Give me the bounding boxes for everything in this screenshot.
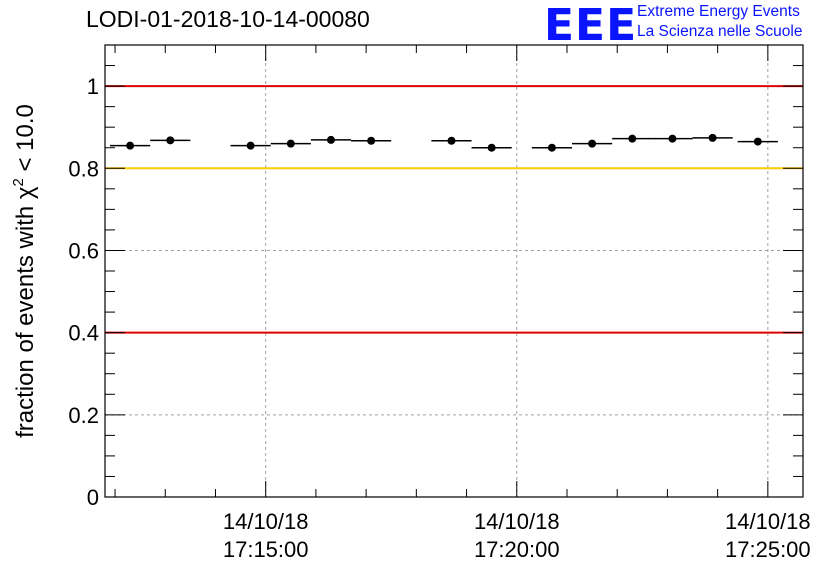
data-point — [668, 134, 677, 143]
data-point — [487, 143, 496, 152]
data-point — [166, 136, 175, 145]
data-point — [447, 136, 456, 145]
eee-logo: EEE — [544, 0, 638, 51]
x-tick-label: 17:20:00 — [474, 537, 560, 562]
data-point — [547, 143, 556, 152]
y-tick-label: 1 — [87, 74, 99, 99]
y-tick-label: 0 — [87, 485, 99, 510]
data-point — [126, 141, 135, 150]
x-tick-label: 14/10/18 — [474, 509, 560, 534]
chart-title: LODI-01-2018-10-14-00080 — [86, 6, 370, 32]
x-tick-label: 17:25:00 — [725, 537, 811, 562]
y-tick-label: 0.6 — [68, 238, 99, 263]
plot-frame — [104, 44, 804, 498]
y-tick-label: 0.8 — [68, 156, 99, 181]
data-point — [753, 137, 762, 146]
y-axis-label: fraction of events with χ2 < 10.0 — [10, 104, 39, 438]
y-tick-label: 0.2 — [68, 403, 99, 428]
data-point — [286, 139, 295, 148]
logo-line-2: La Scienza nelle Scuole — [637, 23, 803, 40]
eee-logo-text: Extreme Energy Events La Scienza nelle S… — [637, 2, 802, 42]
data-point — [246, 141, 255, 150]
data-point — [628, 134, 637, 143]
data-point — [708, 133, 717, 142]
data-point — [588, 139, 597, 148]
x-tick-label: 14/10/18 — [223, 509, 309, 534]
logo-line-1: Extreme Energy Events — [637, 3, 800, 20]
x-tick-label: 14/10/18 — [725, 509, 811, 534]
y-tick-label: 0.4 — [68, 321, 99, 346]
x-tick-label: 17:15:00 — [223, 537, 309, 562]
data-point — [367, 136, 376, 145]
data-point — [326, 135, 335, 144]
